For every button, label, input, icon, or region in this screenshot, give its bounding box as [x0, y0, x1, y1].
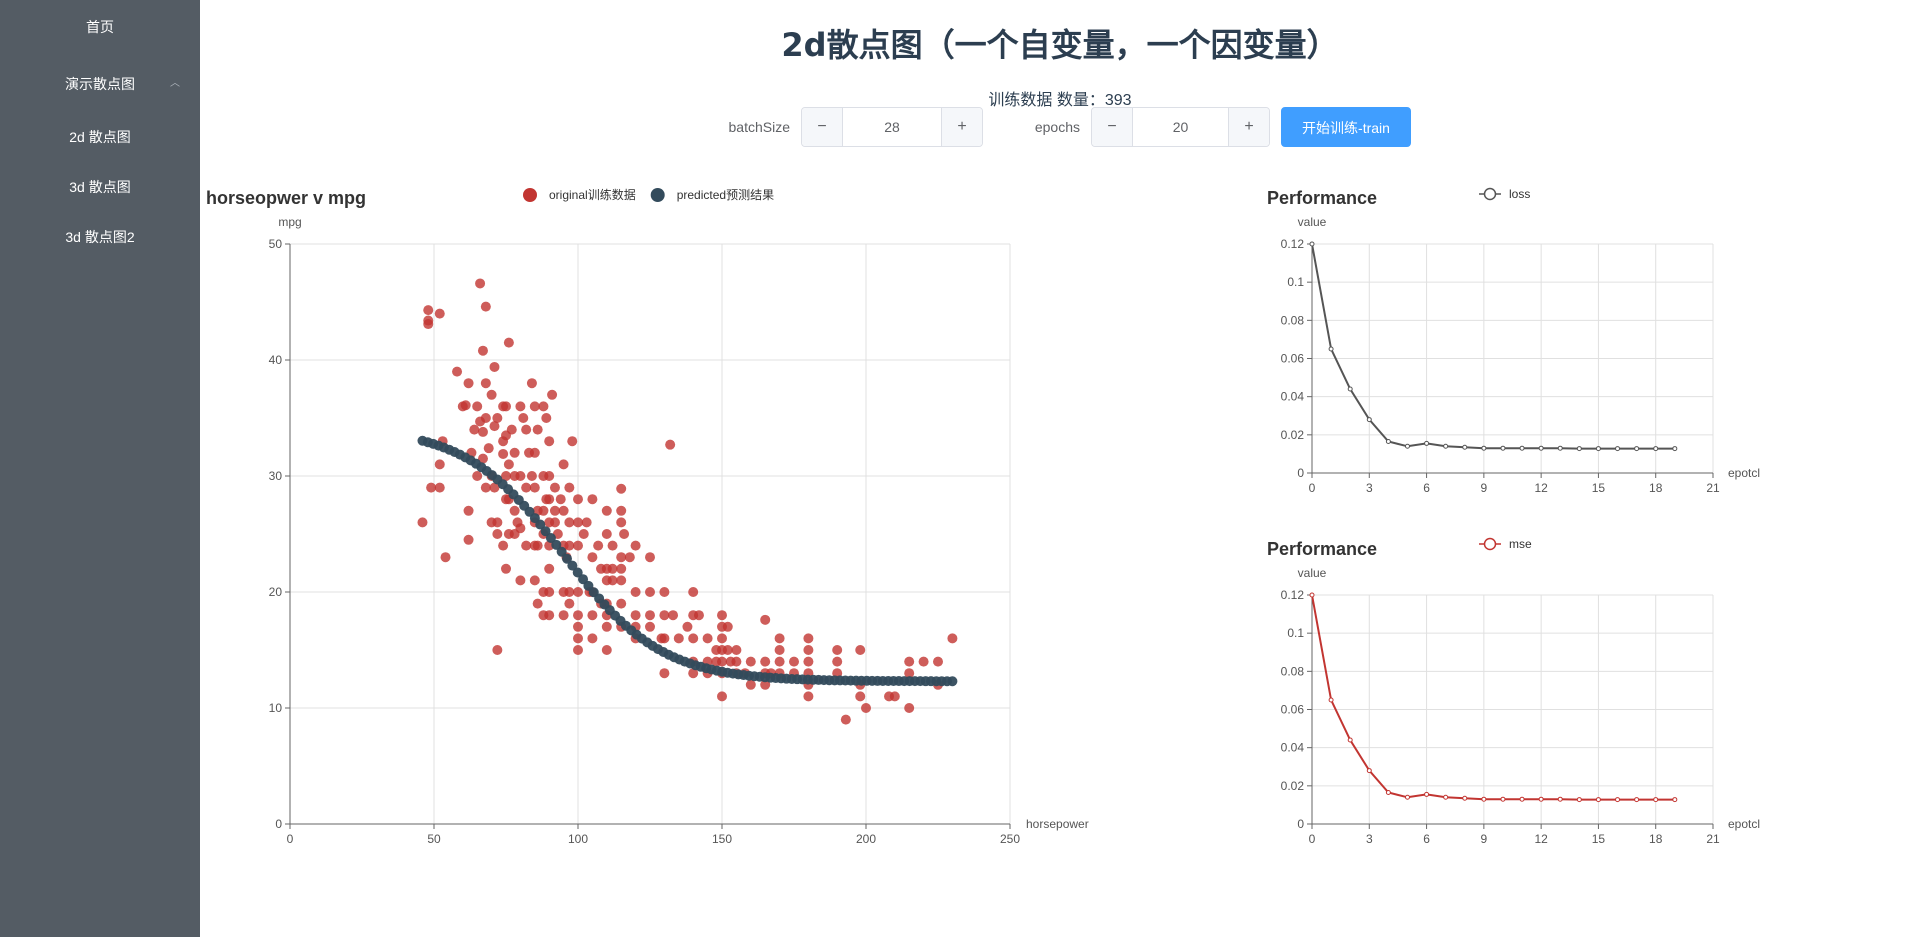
- sidebar-item-label: 2d 散点图: [69, 129, 131, 145]
- sidebar-item-3d-scatter-2[interactable]: 3d 散点图2: [0, 212, 200, 262]
- main-content: 2d散点图（一个自变量，一个因变量） 训练数据 数量：393 batchSize…: [200, 0, 1920, 937]
- epochs-stepper: − +: [1091, 107, 1270, 147]
- epochs-decrease-button[interactable]: −: [1092, 108, 1133, 146]
- sidebar-item-2d-scatter[interactable]: 2d 散点图: [0, 112, 200, 162]
- batch-size-stepper: − +: [801, 107, 983, 147]
- epochs-input[interactable]: [1133, 108, 1228, 146]
- chevron-up-icon: ︿: [170, 78, 180, 89]
- batch-size-increase-button[interactable]: +: [941, 108, 982, 146]
- epochs-increase-button[interactable]: +: [1228, 108, 1269, 146]
- batch-size-label: batchSize: [728, 119, 790, 135]
- epochs-label: epochs: [1034, 119, 1080, 135]
- batch-size-input[interactable]: [843, 108, 941, 146]
- sidebar-item-label: 3d 散点图: [69, 179, 131, 195]
- sidebar: 首页 演示散点图 ︿ 2d 散点图 3d 散点图 3d 散点图2: [0, 0, 200, 937]
- sidebar-item-label: 演示散点图: [65, 76, 135, 92]
- sidebar-item-label: 首页: [86, 19, 114, 35]
- sidebar-item-label: 3d 散点图2: [65, 229, 135, 245]
- start-training-button[interactable]: 开始训练-train: [1281, 107, 1411, 147]
- sidebar-submenu-scatter-demo[interactable]: 演示散点图 ︿: [0, 59, 200, 109]
- page-title: 2d散点图（一个自变量，一个因变量）: [781, 26, 1339, 64]
- sidebar-item-3d-scatter[interactable]: 3d 散点图: [0, 162, 200, 212]
- training-data-count: 训练数据 数量：393: [988, 92, 1132, 109]
- batch-size-decrease-button[interactable]: −: [802, 108, 843, 146]
- sidebar-item-home[interactable]: 首页: [0, 2, 200, 52]
